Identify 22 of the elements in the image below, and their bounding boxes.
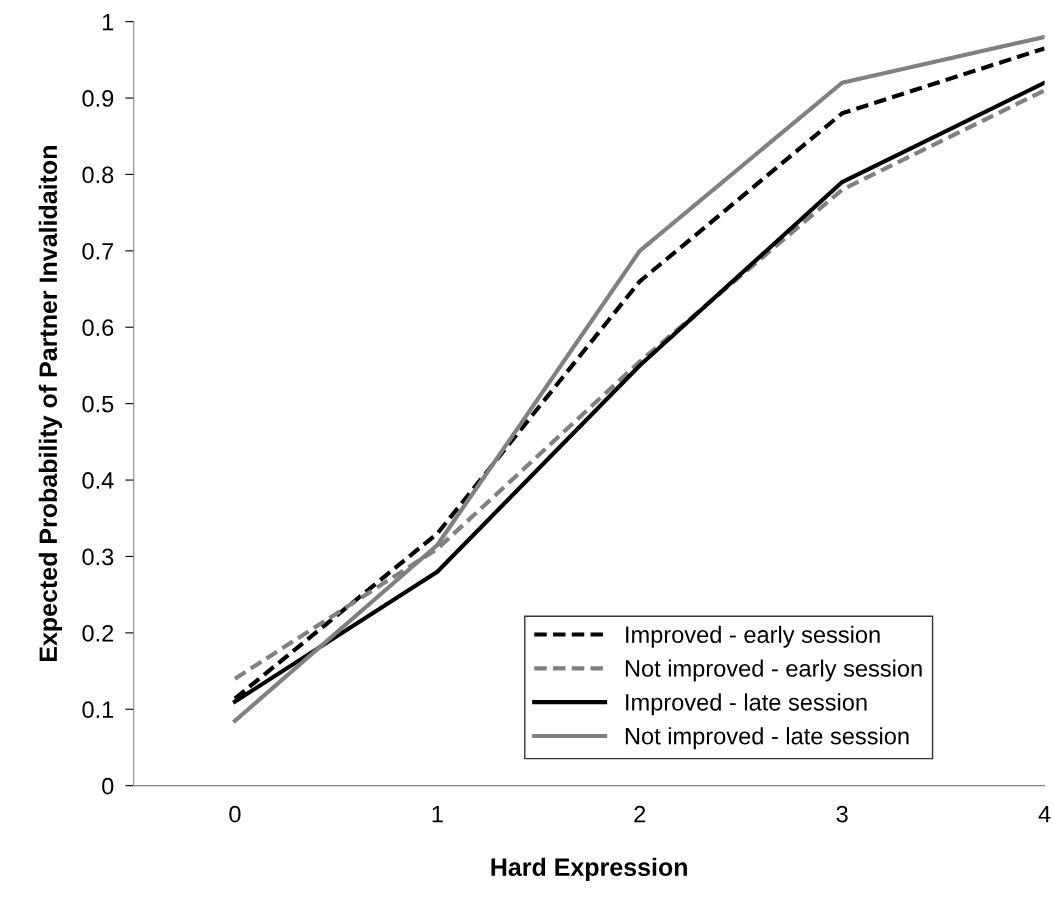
y-tick-label: 0.8 <box>82 166 114 184</box>
x-tick-label: 3 <box>836 805 848 823</box>
y-tick-label: 0.4 <box>82 472 114 489</box>
x-tick-label: 0 <box>229 805 241 823</box>
y-tick-label: 0.1 <box>82 701 114 719</box>
y-tick-label: 0.7 <box>82 242 114 260</box>
legend-label: Improved - early session <box>626 625 880 648</box>
legend-label: Improved - late session <box>626 693 867 716</box>
y-tick-label: 1 <box>102 13 114 31</box>
y-tick-label: 0.9 <box>82 90 114 107</box>
y-tick-label: 0.5 <box>82 395 114 413</box>
y-axis-title: Expected Probability of Partner Invalidaiton <box>38 146 63 662</box>
x-tick-label: 1 <box>432 805 443 823</box>
y-tick-label: 0.6 <box>82 319 114 337</box>
y-tick-label: 0 <box>102 777 114 795</box>
x-axis-title: Hard Expression <box>491 857 687 881</box>
legend-label: Not improved - late session <box>625 727 909 750</box>
x-tick-label: 4 <box>1038 805 1051 823</box>
y-tick-label: 0.2 <box>82 624 114 642</box>
legend-label: Not improved - early session <box>625 659 922 682</box>
x-tick-label: 2 <box>634 805 646 823</box>
y-tick-label: 0.3 <box>82 548 114 566</box>
